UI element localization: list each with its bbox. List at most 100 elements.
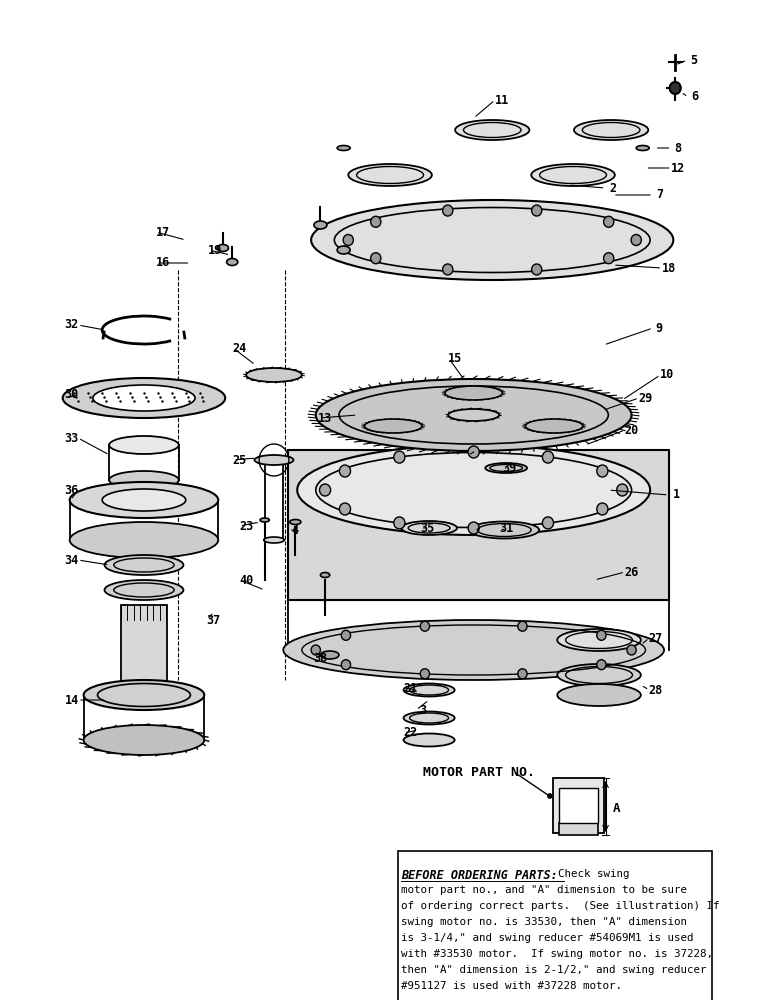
Text: 31: 31 (499, 522, 513, 534)
Text: 6: 6 (691, 91, 698, 104)
Text: 27: 27 (648, 632, 663, 645)
Bar (559, 823, 598, 835)
Circle shape (604, 253, 614, 264)
Circle shape (320, 484, 330, 496)
FancyBboxPatch shape (398, 851, 713, 1000)
Circle shape (420, 621, 429, 631)
Ellipse shape (316, 379, 631, 451)
Text: 1: 1 (672, 488, 679, 502)
Text: 40: 40 (239, 574, 253, 586)
Text: is 3-1/4," and swing reducer #54069M1 is used: is 3-1/4," and swing reducer #54069M1 is… (401, 933, 694, 943)
Ellipse shape (311, 200, 673, 280)
Circle shape (394, 517, 405, 529)
Text: 7: 7 (656, 188, 663, 202)
Text: 13: 13 (318, 412, 332, 424)
Text: 4: 4 (292, 524, 299, 536)
Ellipse shape (109, 436, 179, 454)
Text: 5: 5 (690, 53, 697, 66)
Text: #951127 is used with #37228 motor.: #951127 is used with #37228 motor. (401, 981, 622, 991)
Ellipse shape (69, 482, 218, 518)
Ellipse shape (83, 680, 205, 710)
Ellipse shape (557, 684, 641, 706)
Text: BEFORE ORDERING PARTS:: BEFORE ORDERING PARTS: (401, 869, 558, 882)
Ellipse shape (93, 385, 195, 411)
Ellipse shape (486, 463, 527, 473)
Text: 12: 12 (671, 161, 685, 174)
Ellipse shape (320, 572, 330, 578)
Circle shape (669, 82, 681, 94)
Ellipse shape (255, 455, 293, 465)
Circle shape (597, 465, 608, 477)
Text: 8: 8 (675, 141, 682, 154)
Circle shape (543, 451, 554, 463)
Text: swing motor no. is 33530, then "A" dimension: swing motor no. is 33530, then "A" dimen… (401, 917, 687, 927)
Circle shape (311, 645, 320, 655)
Circle shape (532, 205, 542, 216)
Circle shape (420, 669, 429, 679)
Ellipse shape (337, 246, 350, 254)
Ellipse shape (574, 120, 648, 140)
Circle shape (442, 205, 453, 216)
Text: 21: 21 (404, 682, 418, 694)
Ellipse shape (283, 620, 664, 680)
Ellipse shape (218, 244, 229, 251)
Text: 10: 10 (660, 368, 674, 381)
Ellipse shape (102, 489, 186, 511)
Ellipse shape (448, 409, 499, 421)
Circle shape (548, 794, 552, 798)
Polygon shape (288, 450, 669, 600)
Ellipse shape (337, 145, 350, 150)
Text: then "A" dimension is 2-1/2," and swing reducer: then "A" dimension is 2-1/2," and swing … (401, 965, 706, 975)
Ellipse shape (401, 521, 457, 535)
Ellipse shape (104, 555, 184, 575)
Circle shape (532, 264, 542, 275)
Circle shape (344, 234, 354, 245)
Text: motor part no., and "A" dimension to be sure: motor part no., and "A" dimension to be … (401, 885, 687, 895)
Text: 33: 33 (64, 432, 79, 444)
Text: 37: 37 (206, 613, 221, 626)
Circle shape (394, 451, 405, 463)
Circle shape (617, 484, 628, 496)
Ellipse shape (314, 221, 327, 229)
Ellipse shape (260, 518, 269, 522)
Text: 36: 36 (64, 484, 79, 496)
Circle shape (340, 465, 350, 477)
Ellipse shape (246, 368, 302, 382)
Circle shape (627, 645, 636, 655)
Ellipse shape (83, 725, 205, 755)
Circle shape (597, 660, 606, 670)
Circle shape (341, 660, 350, 670)
Ellipse shape (636, 145, 649, 150)
Circle shape (518, 669, 527, 679)
Ellipse shape (525, 419, 583, 433)
Ellipse shape (290, 520, 301, 524)
Ellipse shape (531, 164, 615, 186)
Text: 11: 11 (494, 94, 509, 106)
Bar (559, 788, 598, 823)
Text: 28: 28 (648, 684, 663, 696)
Text: 14: 14 (64, 694, 79, 706)
Circle shape (518, 621, 527, 631)
Ellipse shape (404, 734, 455, 746)
Text: 16: 16 (155, 256, 170, 269)
Circle shape (597, 630, 606, 640)
Text: 18: 18 (662, 261, 676, 274)
Circle shape (442, 264, 453, 275)
Ellipse shape (404, 684, 455, 696)
Text: of ordering correct parts.  (See illustration) If: of ordering correct parts. (See illustra… (401, 901, 720, 911)
Text: 17: 17 (155, 226, 170, 238)
Text: A: A (613, 802, 621, 814)
Circle shape (604, 216, 614, 227)
Text: 9: 9 (656, 322, 663, 334)
Text: 20: 20 (625, 424, 638, 436)
Ellipse shape (264, 537, 284, 543)
Ellipse shape (63, 378, 225, 418)
Circle shape (597, 503, 608, 515)
Ellipse shape (469, 522, 539, 538)
Text: with #33530 motor.  If swing motor no. is 37228,: with #33530 motor. If swing motor no. is… (401, 949, 713, 959)
Text: 24: 24 (232, 342, 247, 355)
Circle shape (468, 522, 479, 534)
Ellipse shape (445, 386, 503, 400)
Circle shape (468, 446, 479, 458)
Ellipse shape (320, 651, 339, 659)
